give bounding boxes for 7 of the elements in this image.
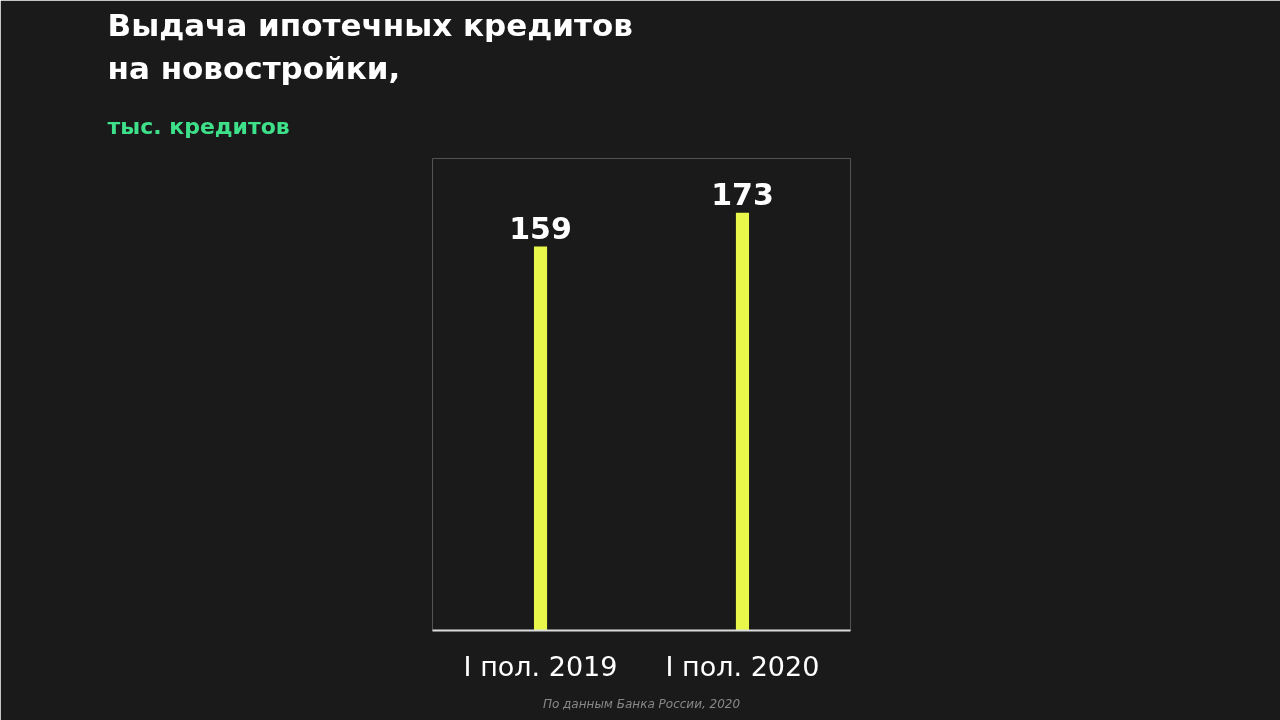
text: тыс. кредитов <box>107 113 290 139</box>
chart-title: Выдача ипотечных кредитов на новостройки, <box>107 7 633 87</box>
x-tick-label: I пол. 2020 <box>665 650 820 682</box>
text: По данным Банка России, 2020 <box>542 696 741 711</box>
x-tick-label: I пол. 2019 <box>463 650 618 682</box>
data-label: 173 <box>711 176 774 212</box>
data-label: 159 <box>509 210 572 246</box>
